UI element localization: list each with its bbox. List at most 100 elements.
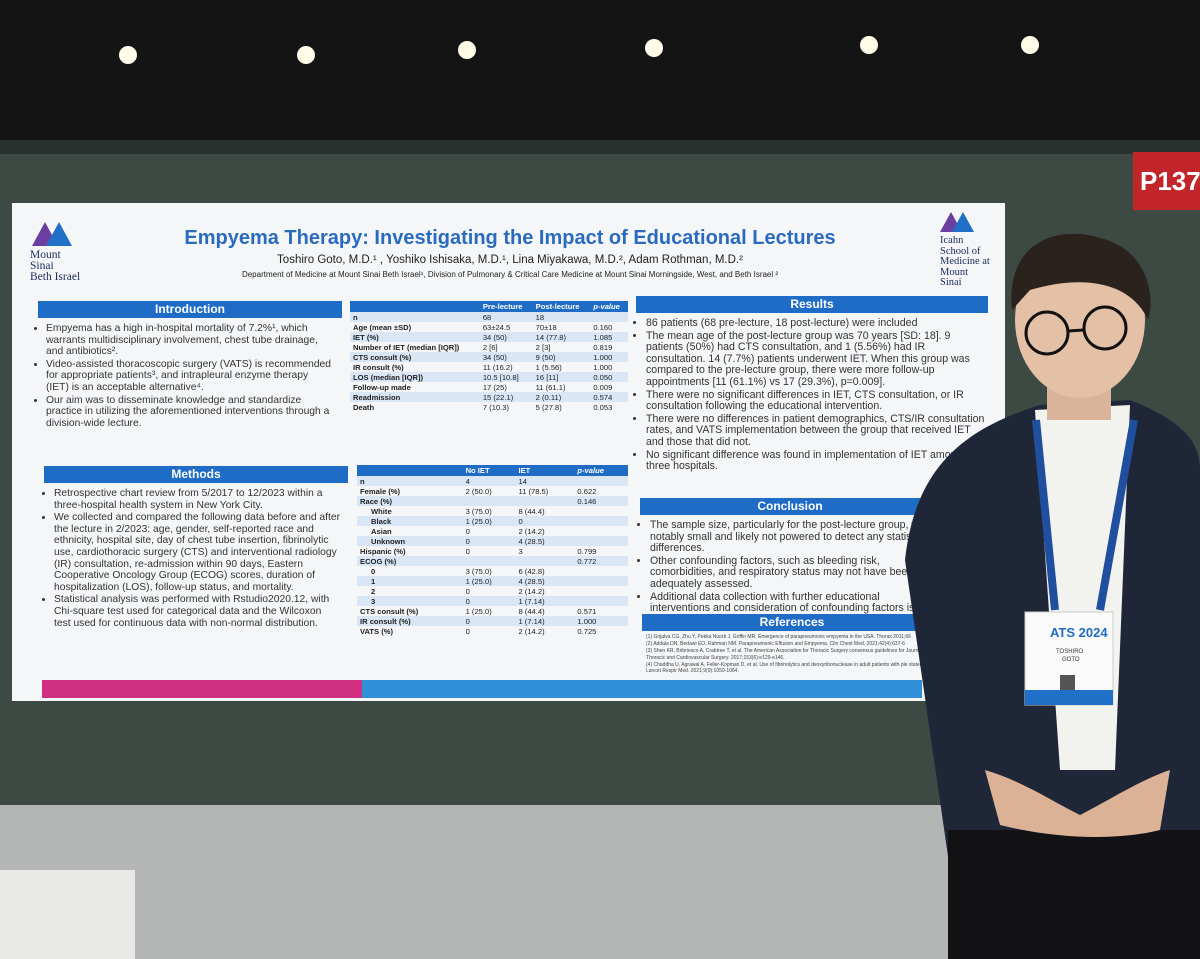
logo-line: Sinai — [30, 260, 54, 272]
table-cell: 1.000 — [574, 616, 628, 626]
table-cell: 2 (14.2) — [518, 626, 545, 636]
table-cell: White — [371, 506, 392, 516]
table-cell: 34 (50) — [479, 352, 533, 362]
table-cell — [574, 596, 628, 606]
table-row: IR consult (%) 0 1 (7.14) 1.000 — [357, 616, 628, 626]
table-cell: 10.5 [10.8] — [479, 372, 533, 382]
table-cell — [462, 556, 516, 566]
ceiling-lights — [119, 36, 1039, 64]
table-row: Female (%) 2 (50.0) 11 (78.5) 0.622 — [357, 486, 628, 496]
table-cell: 14 — [515, 476, 575, 486]
logo-mark — [32, 212, 974, 246]
table-cell: Follow-up made — [353, 382, 411, 392]
table-cell: 0 — [462, 616, 516, 626]
table-cell: 8 (44.4) — [518, 506, 545, 516]
glasses — [1024, 305, 1128, 356]
table-cell: Asian — [371, 526, 392, 536]
table-row: Death 7 (10.3) 5 (27.8) 0.053 — [350, 402, 628, 412]
table-cell: 6 (42.8) — [518, 566, 545, 576]
table-row: VATS (%) 0 2 (14.2) 0.725 — [357, 626, 628, 636]
table-row: Readmission 15 (22.1) 2 (0.11) 0.574 — [350, 392, 628, 402]
bullet: Other confounding factors, such as bleed… — [650, 555, 936, 591]
bullet: 86 patients (68 pre-lecture, 18 post-lec… — [646, 317, 987, 330]
table-cell: 0.725 — [577, 626, 597, 636]
table-cell: 8 (44.4) — [518, 606, 545, 616]
table-cell: 2 — [371, 586, 376, 596]
table-cell: 0.146 — [574, 496, 628, 506]
section-heading: Introduction — [38, 301, 342, 318]
ceiling — [0, 0, 1200, 140]
logo-right: Icahn School of Medicine at Mount Sinai — [940, 235, 990, 289]
table-cell: 0 — [465, 586, 470, 596]
table-cell: 7 (10.3) — [482, 402, 509, 412]
table-cell: 0.574 — [590, 392, 628, 402]
table-row: CTS consult (%) 1 (25.0) 8 (44.4) 0.571 — [357, 606, 628, 616]
section-heading: Methods — [44, 466, 348, 483]
reference: (1) Grijalva CG, Zhu Y, Pekka Nuorti J, … — [646, 634, 911, 640]
table-cell: 1 (25.0) — [465, 606, 492, 616]
section-heading: Results — [636, 296, 988, 313]
column-header: No IET — [462, 465, 516, 476]
table-cell: 4 (28.5) — [515, 536, 575, 546]
bullet: The mean age of the post-lecture group w… — [646, 330, 987, 389]
table-cell — [574, 576, 628, 586]
logo-line: School of — [940, 245, 981, 257]
table-cell: IET (%) — [350, 332, 480, 342]
table-row: n 4 14 — [357, 476, 628, 486]
hair — [1011, 233, 1151, 320]
table-2: No IET IET p-value n 4 14 Female (%) 2 (50.0) 11… — [357, 465, 628, 636]
bullet-list: Retrospective chart review from 5/2017 t… — [40, 488, 340, 629]
table-row: IR consult (%) 11 (16.2) 1 (5.56) 1.000 — [350, 362, 628, 372]
table-cell: 4 (28.5) — [515, 576, 575, 586]
bullet: Video-assisted thoracoscopic surgery (VA… — [46, 359, 332, 394]
table-cell: 3 (75.0) — [465, 506, 492, 516]
bullet: Statistical analysis was performed with … — [54, 594, 340, 629]
table-cell — [574, 476, 628, 486]
logo-line: Sinai — [940, 277, 962, 288]
table-row: Age (mean ±SD) 63±24.5 70±18 0.160 — [350, 322, 628, 332]
table-cell: 70±18 — [535, 322, 557, 332]
bullet-list: Empyema has a high in-hospital mortality… — [32, 323, 332, 429]
table-cell: Death — [353, 402, 375, 412]
table-cell: 63±24.5 — [482, 322, 511, 332]
trousers — [948, 830, 1200, 959]
table-cell: 0 — [462, 596, 516, 606]
logo-line: Icahn — [940, 235, 964, 246]
table-cell: 0.053 — [593, 402, 613, 412]
bullet-list: 86 patients (68 pre-lecture, 18 post-lec… — [632, 317, 987, 473]
table-cell: 1 (25.0) — [462, 516, 516, 526]
poster-title: Empyema Therapy: Investigating the Impac… — [184, 227, 836, 249]
table-cell: 0.799 — [577, 546, 597, 556]
table-cell: 0 — [465, 526, 470, 536]
table-cell: 0.009 — [593, 382, 613, 392]
bullet: We collected and compared the following … — [54, 512, 340, 593]
table-corner — [0, 870, 135, 959]
table-row: IET (%) 34 (50) 14 (77.8) 1.085 — [350, 332, 628, 342]
sign-plate — [1133, 152, 1200, 210]
table-row: Black 1 (25.0) 0 — [357, 516, 628, 526]
references: (1) Grijalva CG, Zhu Y, Pekka Nuorti J, … — [646, 634, 946, 675]
table-cell: 9 (50) — [532, 352, 591, 362]
column-header — [357, 465, 463, 476]
table-cell: n — [350, 312, 480, 322]
bullet: Our aim was to disseminate knowledge and… — [46, 395, 332, 430]
table-cell — [574, 516, 628, 526]
sign-text: P137 — [1140, 166, 1200, 196]
table-cell: 2 (14.2) — [518, 586, 545, 596]
lanyard — [1032, 419, 1138, 611]
table-cell — [574, 536, 628, 546]
table-cell: 68 — [479, 312, 533, 322]
authors: Toshiro Goto, M.D.¹ , Yoshiko Ishisaka, … — [277, 254, 743, 266]
table-row: Asian 0 2 (14.2) — [357, 526, 628, 536]
table-cell: 1 (5.56) — [535, 362, 562, 372]
methods: Retrospective chart review from 5/2017 t… — [40, 488, 340, 630]
badge-name: TOSHIRO — [1056, 649, 1084, 655]
board-frame — [0, 140, 1200, 154]
table-cell: 0.571 — [577, 606, 597, 616]
table-cell: 11 (16.2) — [482, 362, 513, 372]
column-header: IET — [515, 465, 575, 476]
table-cell: 14 (77.8) — [532, 332, 591, 342]
logo-line: Mount — [30, 249, 61, 261]
table-cell: Hispanic (%) — [360, 546, 406, 556]
column-header — [350, 301, 480, 312]
